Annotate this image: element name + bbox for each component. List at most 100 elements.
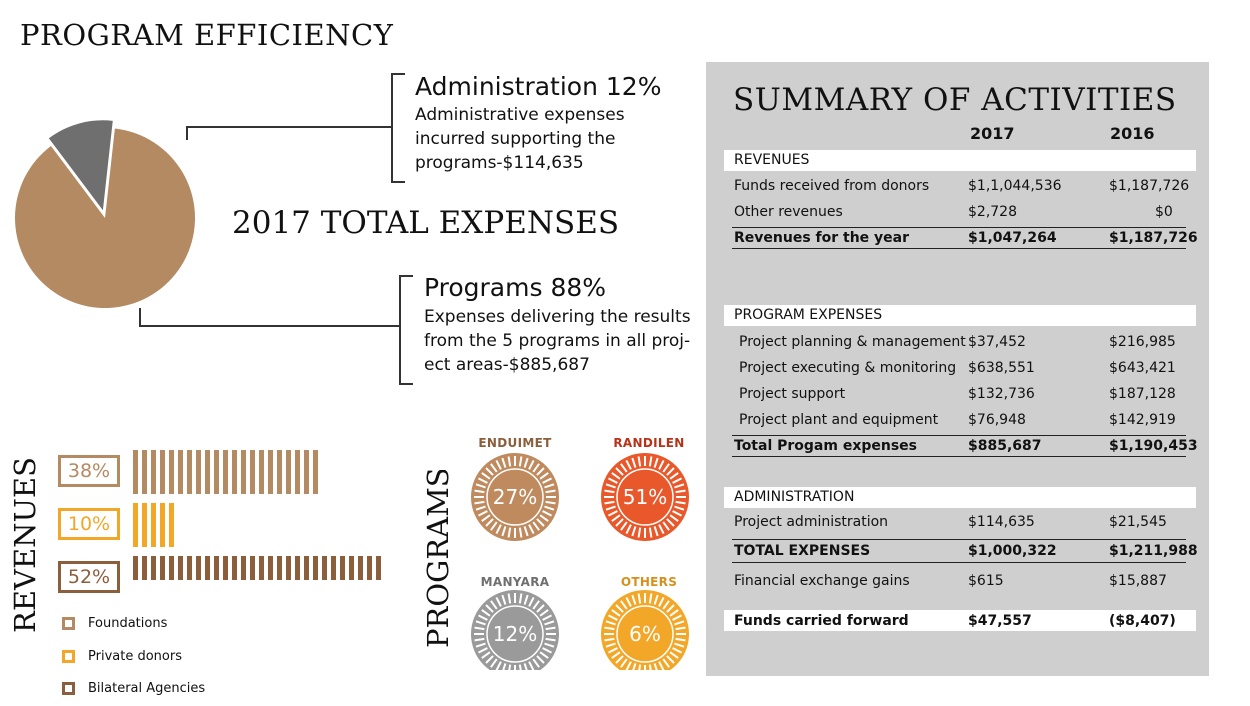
program-badge-tick: [495, 524, 502, 534]
program-badge-core: [486, 468, 544, 526]
revenue-bar-stripe: [178, 450, 183, 494]
program-badge-tick: [604, 626, 615, 631]
revenue-bar-stripe: [250, 556, 255, 580]
revenue-bar-stripe: [160, 556, 165, 580]
program-badge-tick: [611, 609, 621, 617]
legend-swatch-foundations: [62, 617, 75, 630]
total-value-2016: $1,187,726: [1109, 230, 1198, 246]
program-badge-tick: [545, 637, 556, 642]
program-name-enduimet: ENDUIMET: [478, 436, 552, 450]
program-badge-tick: [615, 655, 624, 664]
program-badge-tick: [648, 664, 652, 670]
revenue-bar-stripe: [286, 450, 291, 494]
revenue-bar-stripe: [232, 556, 237, 580]
revenue-label-foundations: 38%: [58, 455, 120, 487]
program-badge-tick: [536, 655, 545, 664]
program-badge-tick: [632, 663, 637, 670]
program-badge-tick: [523, 457, 529, 468]
program-badge-tick: [485, 655, 494, 664]
program-badge-others: [601, 590, 689, 670]
program-badge-tick: [615, 518, 624, 527]
row-value-2017: $2,728: [968, 204, 1017, 220]
program-badge-tick: [481, 651, 491, 659]
program-badge-tick: [672, 614, 682, 621]
program-badge-tick: [507, 456, 512, 467]
year-header-2017: 2017: [970, 124, 1015, 143]
revenue-bar-stripe: [277, 556, 282, 580]
program-badge-tick: [608, 647, 618, 654]
program-badge-enduimet: [471, 453, 559, 541]
program-pct-enduimet: 27%: [492, 485, 538, 509]
program-badge-tick: [604, 637, 615, 642]
program-badge-tick: [478, 614, 488, 621]
program-pct-manyara: 12%: [492, 622, 538, 646]
program-badge-tick: [672, 477, 682, 484]
program-badges: [471, 453, 689, 670]
carried-forward-band: [724, 610, 1196, 631]
legend-label-private-donors: Private donors: [88, 649, 182, 664]
program-badge-tick: [675, 489, 686, 494]
program-badge-tick: [653, 457, 659, 468]
program-badge-core: [616, 605, 674, 663]
program-badge-tick: [658, 524, 665, 534]
program-badge-tick: [528, 597, 535, 607]
divider: [732, 562, 1186, 563]
revenue-bar-stripe: [196, 450, 201, 494]
revenue-bar-stripe: [169, 503, 174, 547]
admin-connector-v: [186, 126, 188, 140]
expenses-pie-chart: [15, 120, 196, 308]
program-badge-manyara: [471, 590, 559, 670]
program-badge-tick: [542, 477, 552, 484]
row-label: Project administration: [734, 514, 889, 530]
row-value-2017: $114,635: [968, 514, 1035, 530]
revenue-bar-stripe: [304, 556, 309, 580]
revenue-bar-stripe: [142, 556, 147, 580]
row-value-2016: $0: [1155, 204, 1173, 220]
legend-swatch-bilateral: [62, 682, 75, 695]
program-badge-tick: [542, 614, 552, 621]
program-badge-tick: [611, 514, 621, 522]
revenue-bar-stripe: [133, 450, 138, 494]
program-badge-tick: [658, 460, 665, 470]
programs-label-text: PROGRAMS: [421, 470, 454, 648]
revenue-bar-stripe: [232, 450, 237, 494]
program-badge-tick: [631, 594, 637, 605]
program-badge-tick: [674, 642, 685, 648]
program-badge-core: [616, 468, 674, 526]
admin-connector-h: [186, 126, 391, 128]
revenue-bar-bilateral: [133, 556, 381, 580]
revenue-bar-stripe: [286, 556, 291, 580]
row-value-2017: $638,551: [968, 360, 1035, 376]
section-band-program-expenses: [724, 305, 1196, 326]
revenue-bar-stripe: [241, 450, 246, 494]
revenues-label-text: REVENUES: [8, 457, 41, 633]
program-badge-tick: [662, 658, 670, 668]
program-badge-tick: [611, 651, 621, 659]
program-badge-tick: [625, 597, 632, 607]
revenue-bar-stripe: [304, 450, 309, 494]
program-badge-tick: [474, 626, 485, 631]
program-badge-tick: [481, 472, 491, 480]
program-badge-tick: [615, 604, 624, 613]
admin-desc-line: incurred supporting the: [415, 129, 616, 149]
legend-label-bilateral: Bilateral Agencies: [88, 681, 206, 696]
total-label: Revenues for the year: [734, 230, 910, 246]
revenue-bar-stripe: [160, 503, 165, 547]
revenue-bar-stripe: [349, 556, 354, 580]
program-badge-tick: [675, 500, 686, 505]
revenue-bar-stripe: [241, 556, 246, 580]
row-value-2016: $21,545: [1109, 514, 1167, 530]
program-badge-tick: [620, 658, 628, 668]
program-badge-tick: [672, 510, 682, 517]
program-badge-tick: [490, 463, 498, 473]
revenue-bar-stripe: [223, 556, 228, 580]
program-badge-tick: [518, 593, 523, 604]
program-badge-tick: [532, 463, 540, 473]
exchange-label: Financial exchange gains: [734, 573, 910, 589]
programs-bracket: [399, 275, 413, 385]
program-badge-tick: [620, 521, 628, 531]
program-badge-tick: [501, 526, 507, 537]
program-badge-tick: [545, 500, 556, 505]
total-label: Total Progam expenses: [734, 438, 918, 454]
total-value-2016: $1,190,453: [1109, 438, 1198, 454]
